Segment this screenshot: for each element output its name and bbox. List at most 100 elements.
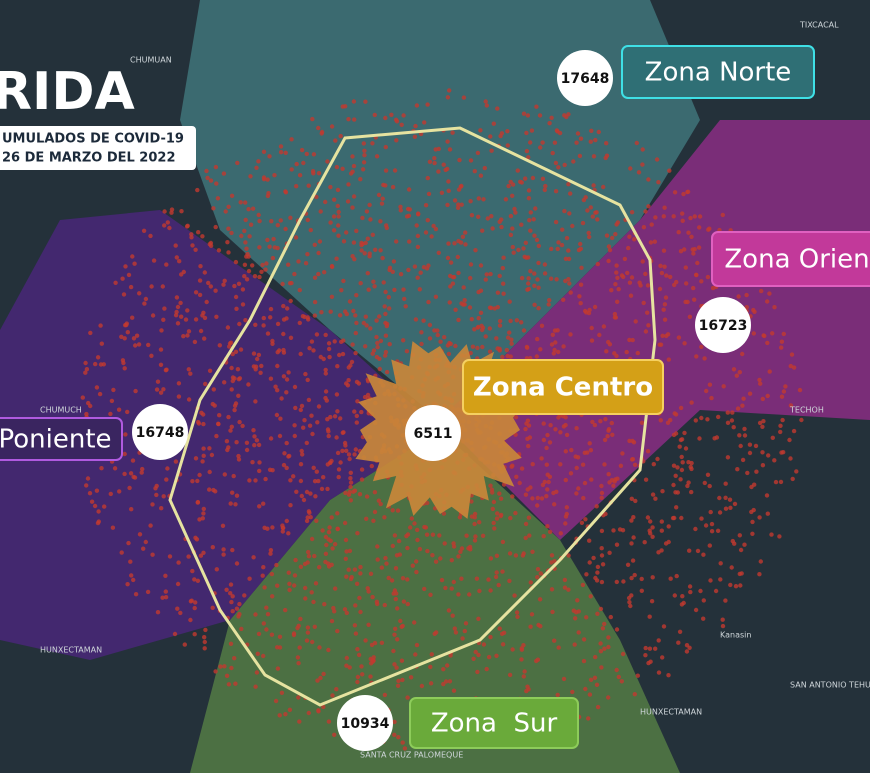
- case-dot: [234, 606, 240, 611]
- case-dot: [108, 411, 113, 417]
- case-dot: [425, 102, 430, 107]
- case-dot: [368, 661, 374, 666]
- case-dot: [612, 351, 617, 356]
- case-dot: [563, 477, 568, 483]
- case-dot: [340, 166, 345, 171]
- case-dot: [341, 338, 346, 343]
- case-dot: [601, 184, 606, 190]
- case-dot: [321, 704, 326, 710]
- case-dot: [362, 153, 367, 158]
- case-dot: [689, 234, 694, 239]
- case-dot: [529, 128, 535, 133]
- case-dot: [236, 393, 241, 398]
- case-dot: [759, 288, 764, 294]
- case-dot: [452, 626, 457, 631]
- case-dot: [561, 344, 566, 349]
- case-dot: [288, 503, 293, 508]
- case-dot: [252, 274, 258, 279]
- case-dot: [603, 417, 608, 422]
- case-dot: [576, 486, 581, 491]
- case-dot: [522, 669, 527, 674]
- case-dot: [596, 129, 601, 135]
- case-dot: [707, 543, 712, 548]
- case-dot: [284, 440, 289, 446]
- case-dot: [662, 264, 667, 269]
- case-dot: [696, 245, 702, 250]
- case-dot: [519, 275, 525, 281]
- case-dot: [292, 573, 298, 578]
- case-dot: [368, 217, 373, 222]
- case-dot: [544, 445, 549, 451]
- case-dot: [296, 259, 301, 264]
- case-dot: [173, 459, 179, 464]
- case-dot: [299, 493, 304, 499]
- case-dot: [607, 480, 612, 485]
- case-dot: [200, 313, 205, 318]
- case-dot: [685, 483, 690, 489]
- case-dot: [595, 564, 601, 570]
- case-dot: [288, 298, 293, 304]
- case-dot: [687, 314, 693, 319]
- case-dot: [239, 233, 244, 239]
- case-dot: [606, 695, 611, 700]
- case-dot: [439, 190, 445, 195]
- case-dot: [186, 329, 192, 334]
- case-dot: [528, 140, 533, 145]
- case-dot: [353, 631, 359, 636]
- case-dot: [343, 309, 348, 314]
- case-dot: [618, 463, 624, 468]
- case-dot: [213, 164, 219, 170]
- case-dot: [516, 247, 521, 253]
- case-dot: [274, 412, 280, 418]
- case-dot: [595, 570, 600, 575]
- case-dot: [334, 435, 339, 440]
- case-dot: [469, 213, 475, 218]
- case-dot: [234, 306, 239, 311]
- case-dot: [198, 264, 203, 269]
- case-dot: [451, 688, 457, 693]
- case-dot: [214, 314, 219, 319]
- case-dot: [648, 240, 654, 245]
- zone-count: 10934: [341, 716, 390, 732]
- case-dot: [689, 489, 694, 495]
- case-dot: [355, 399, 360, 404]
- case-dot: [186, 397, 192, 402]
- case-dot: [346, 452, 352, 457]
- case-dot: [488, 634, 493, 640]
- case-dot: [659, 548, 664, 553]
- case-dot: [240, 302, 246, 307]
- case-dot: [445, 95, 451, 100]
- place-name: SANTA CRUZ PALOMEQUE: [360, 751, 463, 760]
- case-dot: [230, 490, 235, 495]
- case-dot: [282, 451, 287, 456]
- case-dot: [277, 433, 283, 439]
- case-dot: [542, 479, 547, 485]
- case-dot: [268, 548, 274, 553]
- case-dot: [160, 595, 165, 600]
- case-dot: [195, 187, 200, 193]
- case-dot: [451, 579, 456, 585]
- case-dot: [354, 420, 359, 425]
- case-dot: [481, 642, 487, 647]
- case-dot: [340, 351, 346, 357]
- case-dot: [310, 169, 316, 174]
- case-dot: [261, 653, 266, 659]
- case-dot: [433, 559, 439, 564]
- case-dot: [163, 573, 168, 578]
- case-dot: [510, 244, 515, 250]
- case-dot: [427, 336, 433, 341]
- case-dot: [686, 480, 691, 485]
- case-dot: [747, 450, 753, 456]
- case-dot: [119, 334, 124, 339]
- case-dot: [672, 593, 677, 598]
- case-dot: [294, 184, 299, 189]
- case-dot: [598, 649, 604, 654]
- case-dot: [524, 255, 529, 260]
- case-dot: [600, 626, 606, 631]
- case-dot: [535, 657, 541, 662]
- case-dot: [370, 232, 375, 237]
- case-dot: [278, 416, 283, 421]
- case-dot: [471, 656, 476, 661]
- case-dot: [687, 584, 693, 589]
- case-dot: [641, 225, 647, 230]
